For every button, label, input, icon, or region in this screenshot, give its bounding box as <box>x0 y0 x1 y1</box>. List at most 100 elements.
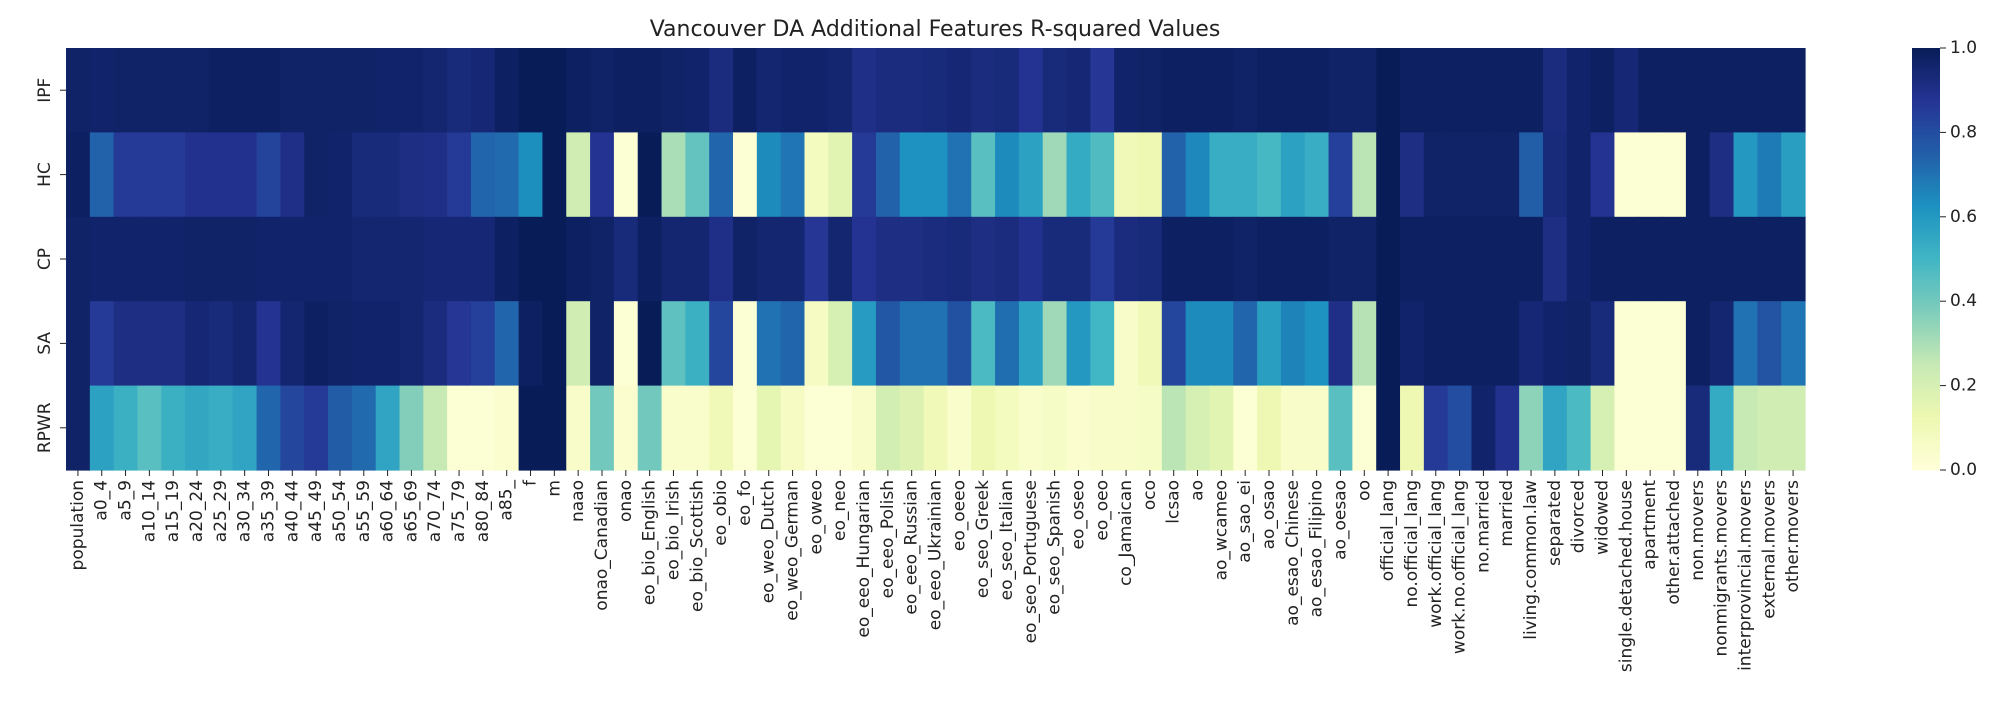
heatmap-cell <box>1519 132 1544 218</box>
heatmap-cell <box>1447 385 1473 471</box>
colorbar-segment <box>1912 332 1940 336</box>
colorbar-segment <box>1912 320 1940 323</box>
column-label: widowed <box>1593 480 1613 555</box>
heatmap-cell <box>137 216 162 302</box>
heatmap-cell <box>1090 301 1115 387</box>
heatmap-cell <box>1447 132 1473 218</box>
heatmap-cell <box>328 301 353 387</box>
colorbar-segment <box>1912 132 1940 136</box>
heatmap-cell <box>1257 48 1282 133</box>
heatmap-cell <box>852 132 877 218</box>
colorbar-segment <box>1912 467 1940 471</box>
heatmap-cell <box>756 385 782 471</box>
colorbar-segment <box>1912 83 1940 87</box>
colorbar-segment <box>1912 269 1940 273</box>
heatmap-cell <box>185 48 210 133</box>
heatmap-cell <box>185 385 210 471</box>
heatmap-cell <box>89 216 115 302</box>
colorbar-segment <box>1912 425 1940 429</box>
heatmap-cell <box>1161 301 1187 387</box>
column-label: married <box>1497 480 1517 547</box>
colorbar-segment <box>1912 176 1940 180</box>
colorbar-segment <box>1912 227 1940 230</box>
heatmap-cell <box>351 385 377 471</box>
heatmap-cell <box>923 301 949 387</box>
heatmap-cell <box>1376 385 1401 471</box>
colorbar-segment <box>1912 288 1940 292</box>
column-label: naao <box>568 480 588 522</box>
colorbar-segment <box>1912 191 1940 195</box>
colorbar-segment <box>1912 117 1940 121</box>
heatmap-cell <box>709 385 734 471</box>
column-label: onao <box>616 480 636 522</box>
heatmap-cell <box>1090 132 1115 218</box>
colorbar-segment <box>1912 368 1940 372</box>
colorbar-segment <box>1912 113 1940 117</box>
heatmap-cell <box>1280 301 1306 387</box>
heatmap-cell <box>1042 132 1068 218</box>
colorbar-segment <box>1912 130 1940 133</box>
heatmap-cell <box>1137 301 1163 387</box>
column-label: living.common.law <box>1521 480 1541 640</box>
heatmap-cell <box>1733 216 1758 302</box>
colorbar-segment <box>1912 119 1940 123</box>
column-label: a0_4 <box>92 480 112 521</box>
heatmap-cell <box>399 48 424 133</box>
heatmap-cell <box>1161 132 1187 218</box>
heatmap-cell <box>280 301 305 387</box>
column-label: a5_9 <box>116 480 136 521</box>
chart-title: Vancouver DA Additional Features R-squar… <box>650 17 1221 42</box>
heatmap-cell <box>1304 48 1330 133</box>
column-label: lcsao <box>1164 480 1184 524</box>
heatmap-cell <box>1233 216 1258 302</box>
heatmap-cell <box>875 301 901 387</box>
heatmap-cell <box>1066 216 1091 302</box>
heatmap-cell <box>971 132 996 218</box>
heatmap-cell <box>1519 216 1544 302</box>
colorbar-segment <box>1912 286 1940 290</box>
heatmap-cell <box>1495 385 1520 471</box>
heatmap-cell <box>1614 132 1639 218</box>
heatmap-cell <box>1757 301 1782 387</box>
heatmap-cell <box>1352 385 1377 471</box>
colorbar-segment <box>1912 349 1940 353</box>
heatmap-cell <box>232 132 258 218</box>
colorbar-segment <box>1912 444 1940 448</box>
column-label: no.married <box>1473 480 1493 573</box>
heatmap-cell <box>1423 385 1449 471</box>
colorbar-segment <box>1912 326 1940 330</box>
heatmap-cell <box>1471 385 1496 471</box>
colorbar-segment <box>1912 100 1940 104</box>
row-label: RPWR <box>35 402 55 453</box>
colorbar-segment <box>1912 149 1940 152</box>
column-label: a65_69 <box>401 480 421 542</box>
heatmap-cell <box>423 132 448 218</box>
heatmap-cell <box>1566 301 1592 387</box>
heatmap-cell <box>1662 216 1687 302</box>
colorbar-segment <box>1912 237 1940 241</box>
colorbar-segment <box>1912 419 1940 422</box>
heatmap-cell <box>923 48 949 133</box>
colorbar-segment <box>1912 434 1940 437</box>
heatmap-cell <box>1018 301 1044 387</box>
colorbar-segment <box>1912 242 1940 245</box>
heatmap-cells <box>66 48 1806 471</box>
heatmap-cell <box>1233 385 1258 471</box>
heatmap-cell <box>947 132 972 218</box>
colorbar-segment <box>1912 453 1940 456</box>
heatmap-cell <box>947 385 972 471</box>
heatmap-cell <box>756 301 782 387</box>
colorbar-segment <box>1912 301 1940 304</box>
heatmap-cell <box>470 132 496 218</box>
colorbar-segment <box>1912 290 1940 294</box>
column-label: other.attached <box>1664 480 1684 605</box>
heatmap-cell <box>566 216 591 302</box>
column-label: eo_eeo_Polish <box>878 480 898 598</box>
heatmap-cell <box>1376 132 1401 218</box>
heatmap-cell <box>113 301 139 387</box>
column-label: ao_esao_Filipino <box>1307 480 1327 617</box>
colorbar-segment <box>1912 88 1940 91</box>
heatmap-cell <box>1042 385 1068 471</box>
colorbar-segment <box>1912 328 1940 332</box>
